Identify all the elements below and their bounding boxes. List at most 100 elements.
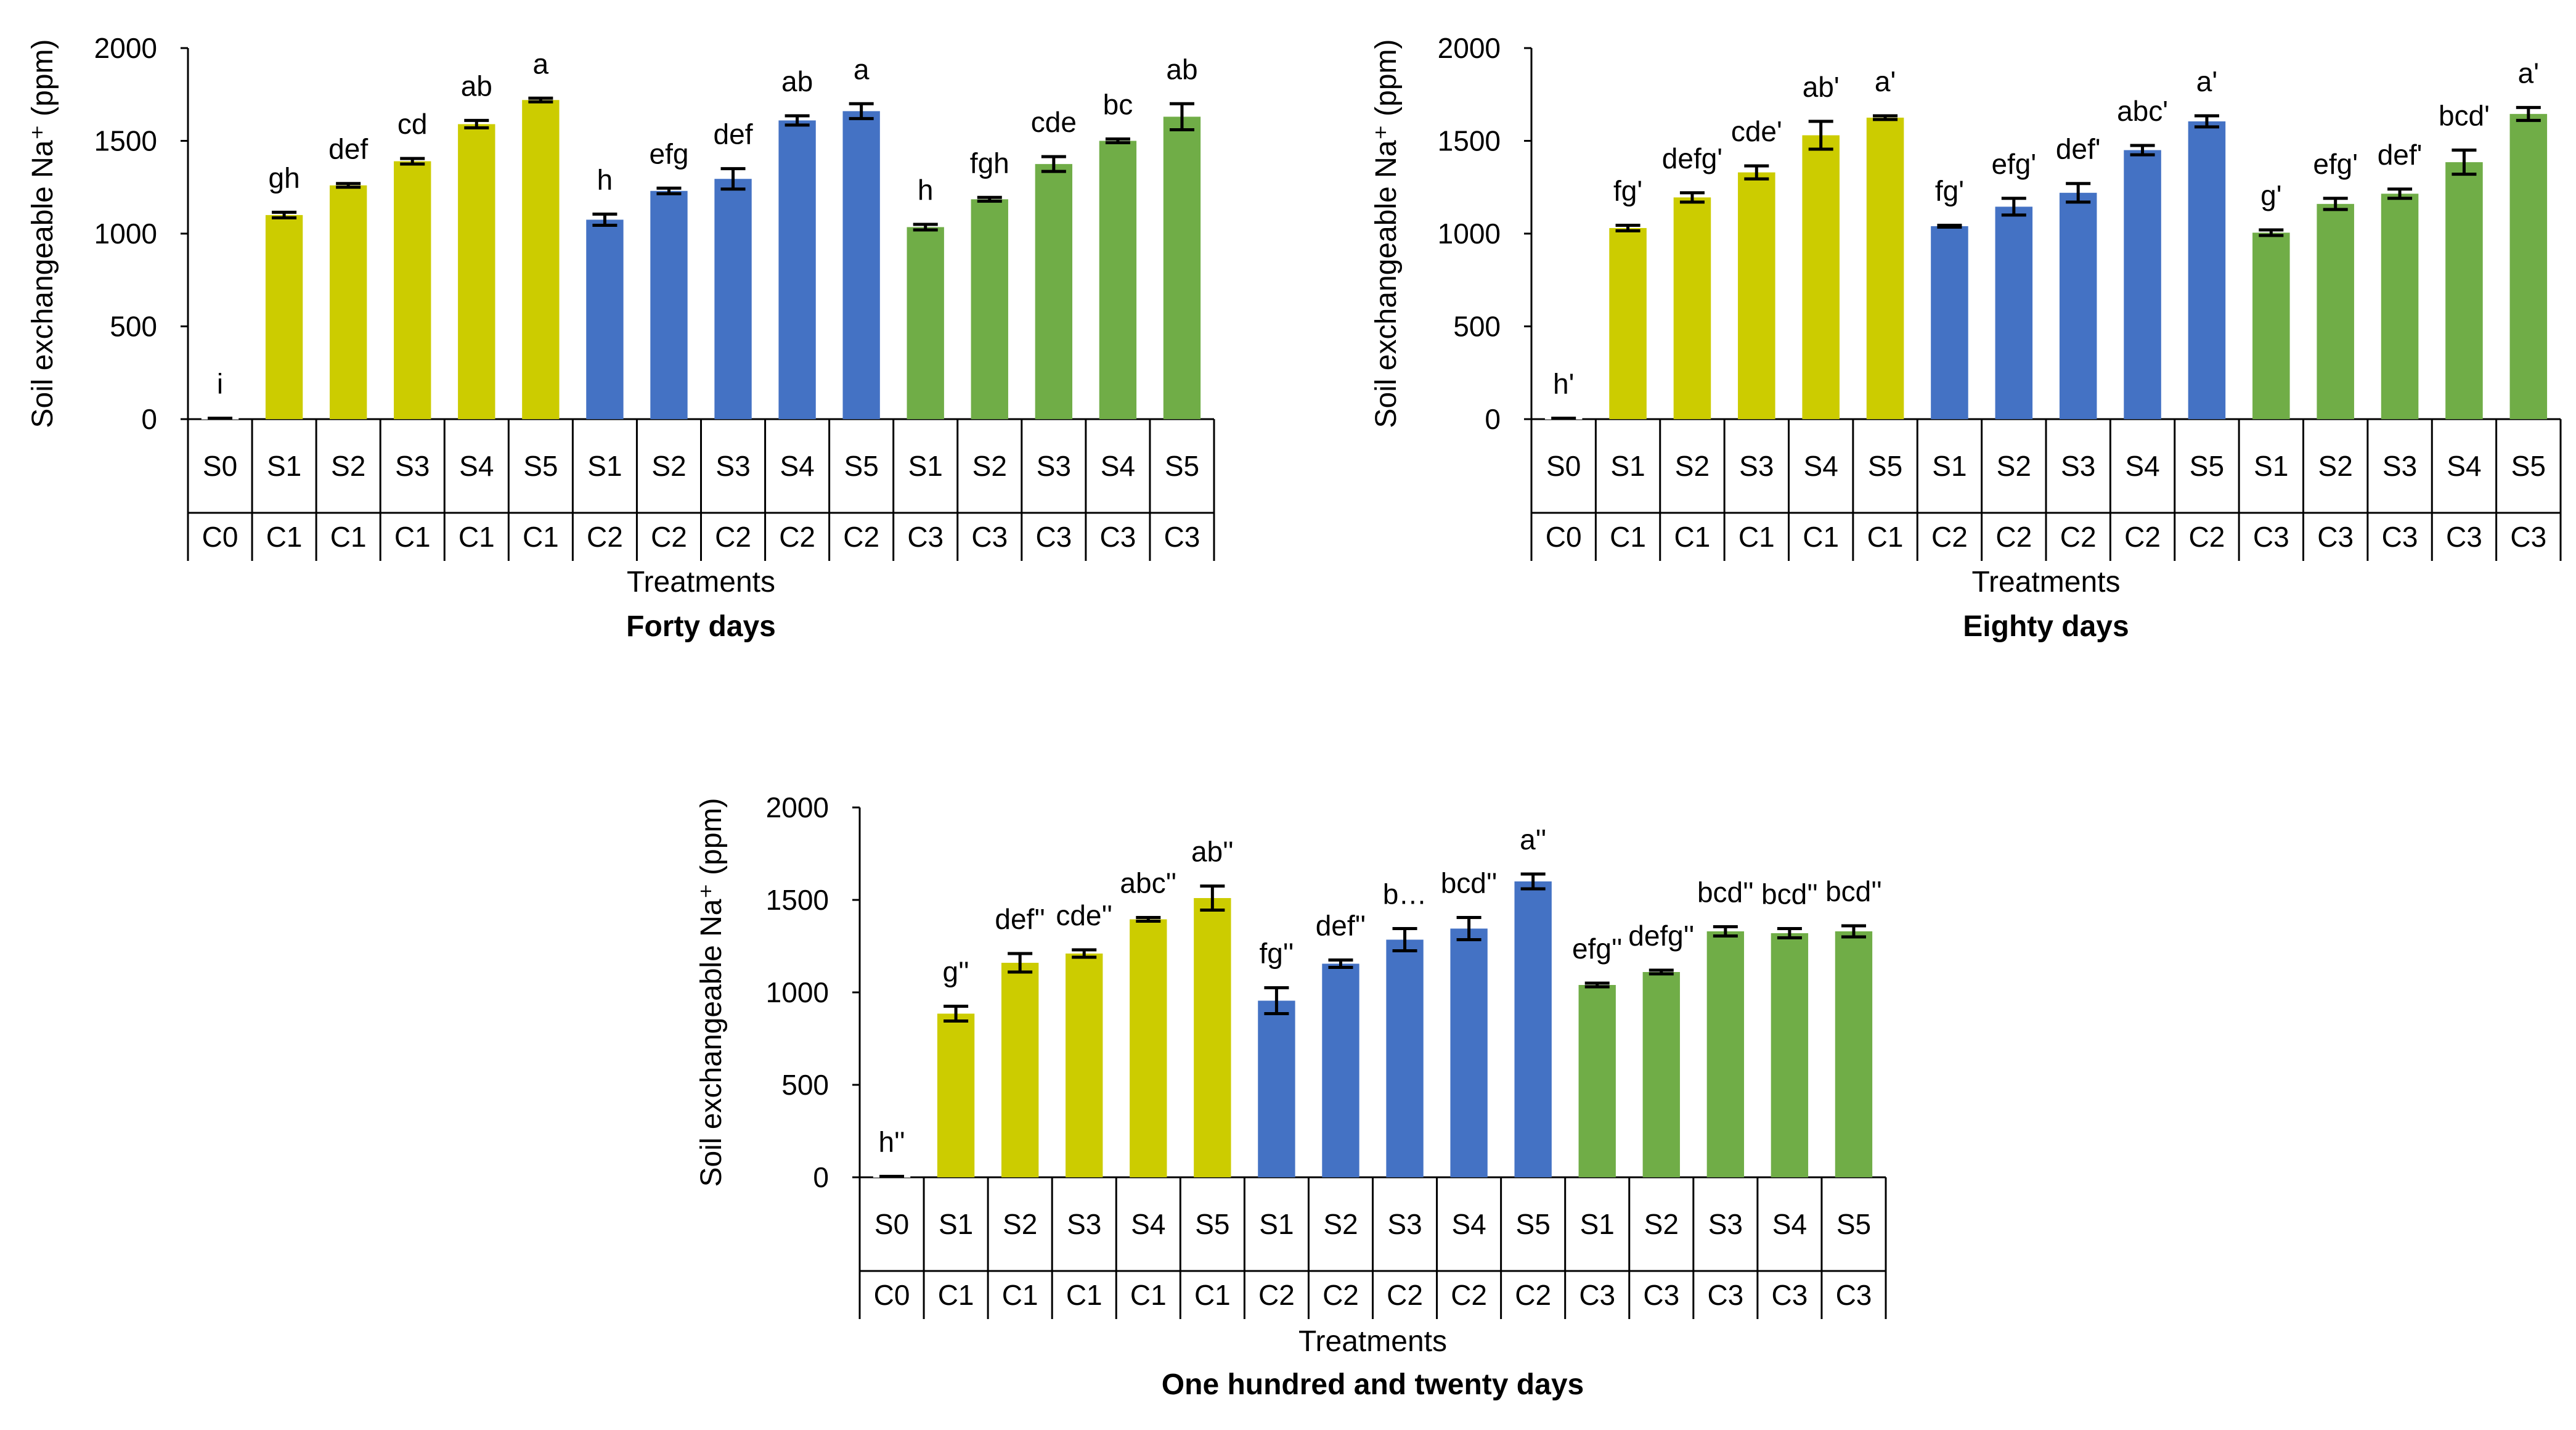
category-label-c: C2	[1931, 521, 1968, 553]
bar	[1706, 931, 1745, 1177]
category-label-s: S3	[395, 450, 430, 482]
significance-label: a	[533, 47, 549, 80]
category-label-c: C1	[1194, 1279, 1231, 1311]
significance-label: defg''	[1628, 920, 1694, 952]
x-axis-title: Treatments	[1972, 566, 2121, 599]
chart-panel-2: 0 500 1000 1500 2000 Soil exchangeable Na⁺ (p…	[1370, 32, 2562, 643]
category-label-c: C2	[1995, 521, 2032, 553]
significance-label: cde''	[1056, 899, 1112, 931]
significance-label: defg'	[1662, 142, 1722, 174]
bar	[1771, 933, 1809, 1177]
category-label-s: S0	[203, 450, 237, 482]
category-label-s: S5	[2190, 450, 2224, 482]
category-label-s: S3	[1739, 450, 1774, 482]
category-label-s: S1	[939, 1208, 973, 1240]
significance-label: def'	[2378, 139, 2423, 171]
bar	[1802, 135, 1840, 419]
category-label-s: S5	[1868, 450, 1902, 482]
x-axis-title: Treatments	[1298, 1325, 1447, 1358]
chart-panel-1: 0 500 1000 1500 2000 Soil exchangeable Na⁺ (p…	[26, 32, 1215, 643]
significance-label: ab''	[1191, 836, 1234, 868]
category-label-s: S4	[1131, 1208, 1165, 1240]
bar	[586, 219, 624, 419]
category-label-s: S2	[1997, 450, 2031, 482]
category-label-s: S1	[908, 450, 943, 482]
significance-label: abc''	[1120, 867, 1176, 899]
category-label-s: S4	[1101, 450, 1135, 482]
bar	[394, 161, 431, 419]
bar	[1866, 117, 1904, 419]
y-tick-label: 1000	[766, 976, 829, 1008]
significance-label: cde	[1031, 106, 1077, 138]
category-label-s: S3	[715, 450, 750, 482]
bar	[2059, 192, 2097, 419]
bar	[2445, 162, 2483, 419]
significance-label: h'	[1553, 367, 1574, 399]
significance-label: ab	[461, 70, 492, 102]
y-tick-label: 0	[813, 1161, 829, 1193]
category-label-s: S5	[1516, 1208, 1551, 1240]
significance-label: a'	[2518, 57, 2539, 89]
bar	[778, 120, 816, 419]
significance-label: a''	[1520, 823, 1546, 856]
category-label-s: S5	[1836, 1208, 1871, 1240]
category-label-s: S5	[2511, 450, 2546, 482]
category-label-s: S3	[1387, 1208, 1422, 1240]
y-axis-title: Soil exchangeable Na⁺ (ppm)	[1370, 39, 1403, 428]
significance-label: efg	[649, 137, 688, 170]
category-label-c: C1	[1002, 1279, 1038, 1311]
category-label-s: S5	[844, 450, 879, 482]
significance-label: ab	[781, 65, 813, 97]
category-label-s: S2	[1644, 1208, 1679, 1240]
significance-label: bcd''	[1441, 867, 1498, 899]
category-label-c: C0	[874, 1279, 910, 1311]
significance-label: h	[918, 174, 934, 206]
bar	[907, 227, 944, 419]
significance-label: g'	[2260, 179, 2281, 211]
category-label-c: C1	[1803, 521, 1839, 553]
category-label-c: C3	[1707, 1279, 1743, 1311]
y-axis-title: Soil exchangeable Na⁺ (ppm)	[695, 798, 728, 1187]
category-label-s: S4	[2125, 450, 2159, 482]
y-tick-label: 1500	[1438, 125, 1501, 157]
y-tick-label: 500	[110, 311, 157, 343]
category-label-s: S2	[651, 450, 686, 482]
category-label-c: C3	[1579, 1279, 1615, 1311]
category-label-s: S1	[2254, 450, 2288, 482]
bar	[2317, 203, 2354, 419]
significance-label: bcd'	[2439, 100, 2490, 132]
category-label-c: C0	[1546, 521, 1582, 553]
significance-label: g''	[943, 956, 969, 988]
category-label-s: S4	[780, 450, 814, 482]
bar	[1578, 985, 1616, 1177]
bar	[329, 185, 367, 419]
significance-label: efg'	[2313, 148, 2358, 180]
category-label-s: S2	[1675, 450, 1710, 482]
category-label-c: C3	[1643, 1279, 1679, 1311]
bar	[1035, 164, 1073, 419]
bar	[458, 124, 495, 419]
bar	[1258, 1000, 1295, 1177]
category-label-c: C3	[1100, 521, 1136, 553]
bar	[1130, 919, 1167, 1177]
category-label-c: C2	[1387, 1279, 1423, 1311]
category-label-s: S1	[1580, 1208, 1615, 1240]
significance-label: bcd''	[1697, 876, 1754, 909]
category-label-s: S0	[1546, 450, 1581, 482]
y-tick-label: 2000	[766, 791, 829, 823]
category-label-s: S3	[2382, 450, 2417, 482]
y-tick-label: 1000	[1438, 218, 1501, 250]
significance-label: cde'	[1731, 115, 1782, 147]
panel-title: One hundred and twenty days	[1162, 1368, 1584, 1401]
category-label-c: C1	[1066, 1279, 1103, 1311]
y-tick-label: 500	[1453, 311, 1501, 343]
category-label-c: C1	[523, 521, 559, 553]
y-tick-label: 2000	[94, 32, 157, 64]
bar	[842, 111, 880, 419]
y-tick-label: 2000	[1438, 32, 1501, 64]
y-tick-label: 1500	[94, 125, 157, 157]
significance-label: fgh	[970, 147, 1009, 179]
significance-label: h''	[878, 1126, 905, 1158]
bar	[1194, 898, 1231, 1177]
category-label-c: C3	[971, 521, 1008, 553]
